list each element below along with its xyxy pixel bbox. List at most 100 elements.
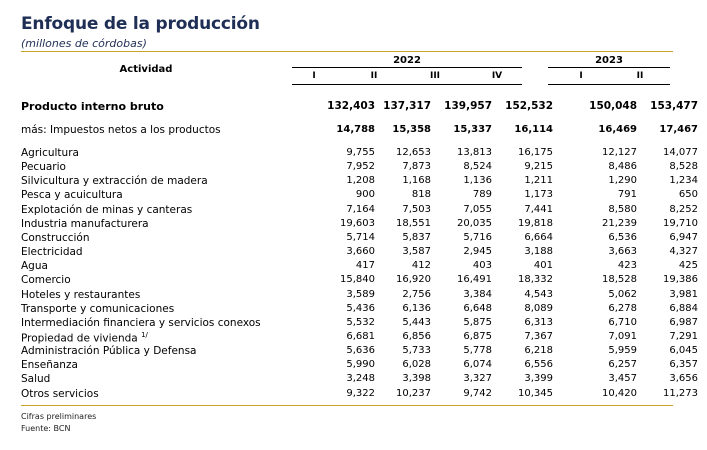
- table-cell: 6,947: [669, 231, 698, 243]
- table-cell: 3,457: [608, 373, 637, 385]
- table-cell: 403: [472, 260, 492, 272]
- header-year-2023-line: [548, 67, 670, 68]
- table-cell: 6,681: [346, 330, 375, 342]
- page-subtitle: (millones de córdobas): [21, 37, 147, 50]
- table-cell: 3,656: [669, 373, 698, 385]
- table-cell: 5,778: [463, 345, 492, 357]
- row-label-text: Otros servicios: [21, 387, 99, 400]
- table-cell: 4,327: [669, 246, 698, 258]
- table-row: Construcción 5,714 5,837 5,716 6,664 6,536 6,9…: [21, 231, 698, 246]
- table-cell: 153,477: [650, 100, 698, 112]
- table-row: Otros servicios 9,322 10,237 9,742 10,345 10,…: [21, 387, 698, 402]
- table-cell: 900: [355, 189, 375, 201]
- table-cell: 5,532: [346, 316, 375, 328]
- table-cell: 5,837: [402, 231, 431, 243]
- table-cell: 1,173: [524, 189, 553, 201]
- row-label: Administración Pública y Defensa: [21, 345, 197, 357]
- table-cell: 11,273: [663, 387, 698, 399]
- row-label: Propiedad de vivienda 1/: [21, 331, 148, 345]
- table-row: Electricidad 3,660 3,587 2,945 3,188 3,663 4,3…: [21, 246, 698, 260]
- table-cell: 17,467: [659, 124, 698, 135]
- table-row: Silvicultura y extracción de madera 1,208…: [21, 175, 698, 189]
- row-label: Construcción: [21, 232, 90, 244]
- header-quarter: I: [312, 71, 316, 81]
- row-label: Industria manufacturera: [21, 218, 149, 230]
- row-label-text: Explotación de minas y canteras: [21, 203, 193, 216]
- row-label-text: Administración Pública y Defensa: [21, 345, 197, 358]
- row-label-text: Enseñanza: [21, 359, 78, 372]
- table-cell: 5,959: [608, 345, 637, 357]
- table-cell: 6,278: [608, 302, 637, 314]
- table-cell: 7,091: [608, 330, 637, 342]
- table-cell: 6,357: [669, 359, 698, 371]
- table-row: Transporte y comunicaciones 5,436 6,136 6,6…: [21, 302, 698, 317]
- table-cell: 18,528: [602, 274, 637, 286]
- row-label: más: Impuestos netos a los productos: [21, 124, 221, 136]
- table-cell: 2,756: [402, 288, 431, 300]
- table-cell: 6,987: [669, 316, 698, 328]
- header-year-2023: 2023: [595, 55, 623, 66]
- table-row: Agua 417 412 403 401 423 425: [21, 260, 698, 274]
- table-row: Producto interno bruto 132,403 137,317 139,…: [21, 100, 698, 114]
- table-cell: 7,164: [346, 203, 375, 215]
- header-quarter: II: [370, 71, 378, 81]
- table-cell: 7,367: [524, 330, 553, 342]
- table-cell: 3,248: [346, 373, 375, 385]
- table-cell: 650: [678, 189, 698, 201]
- table-cell: 3,384: [463, 288, 492, 300]
- table-cell: 7,873: [402, 161, 431, 173]
- row-label: Transporte y comunicaciones: [21, 303, 174, 315]
- table-row: Administración Pública y Defensa 5,636 5,7…: [21, 345, 698, 359]
- table-cell: 1,290: [608, 175, 637, 187]
- table-row: Pesca y acuicultura 900 818 789 1,173 791 650: [21, 189, 698, 203]
- row-label-text: Transporte y comunicaciones: [21, 302, 175, 315]
- row-label: Comercio: [21, 274, 71, 286]
- table-cell: 412: [411, 260, 431, 272]
- table-cell: 6,884: [669, 302, 698, 314]
- table-row: Comercio 15,840 16,920 16,491 18,332 18,528 19…: [21, 274, 698, 288]
- table-row: Agricultura 9,755 12,653 13,813 16,175 12,127…: [21, 147, 698, 161]
- table-cell: 16,175: [518, 147, 553, 158]
- table-cell: 3,981: [669, 288, 698, 300]
- table-cell: 152,532: [505, 100, 553, 112]
- table-cell: 789: [472, 189, 492, 201]
- header-quarter: I: [579, 71, 583, 81]
- row-label: Salud: [21, 373, 50, 385]
- table-cell: 8,580: [608, 203, 637, 215]
- row-label-text: Hoteles y restaurantes: [21, 288, 141, 301]
- table-cell: 5,443: [402, 316, 431, 328]
- table-cell: 5,714: [346, 231, 375, 243]
- header-year-2022-line: [292, 67, 522, 68]
- footnote-marker: 1/: [141, 330, 148, 339]
- table-row: Intermediación financiera y servicios co…: [21, 316, 698, 331]
- table-row: Explotación de minas y canteras 7,164 7,50…: [21, 203, 698, 218]
- row-label-text: más: Impuestos netos a los productos: [21, 124, 221, 136]
- row-label: Silvicultura y extracción de madera: [21, 175, 208, 187]
- row-label: Agricultura: [21, 147, 79, 159]
- table-cell: 14,077: [663, 147, 698, 158]
- table-cell: 3,188: [524, 246, 553, 258]
- table-cell: 14,788: [336, 124, 375, 135]
- table-cell: 10,420: [602, 387, 637, 399]
- table-cell: 15,840: [340, 274, 375, 286]
- bottom-rule: [21, 405, 673, 406]
- table-cell: 1,168: [402, 175, 431, 187]
- table-cell: 5,875: [463, 316, 492, 328]
- header-quarter: II: [636, 71, 644, 81]
- table-row: Pecuario 7,952 7,873 8,524 9,215 8,486 8,528: [21, 161, 698, 175]
- row-label-text: Producto interno bruto: [21, 100, 164, 113]
- table-cell: 8,486: [608, 161, 637, 173]
- table-cell: 3,327: [463, 373, 492, 385]
- table-cell: 6,257: [608, 359, 637, 371]
- table-cell: 15,337: [453, 124, 492, 135]
- table-cell: 1,136: [463, 175, 492, 187]
- table-cell: 8,252: [669, 203, 698, 215]
- row-label: Intermediación financiera y servicios co…: [21, 317, 261, 329]
- table-cell: 6,218: [524, 345, 553, 357]
- table-cell: 6,856: [402, 330, 431, 342]
- table-cell: 15,358: [392, 124, 431, 135]
- table-row: más: Impuestos netos a los productos 14,7…: [21, 124, 698, 138]
- row-label-text: Electricidad: [21, 246, 83, 259]
- row-label-text: Propiedad de vivienda: [21, 332, 138, 345]
- table-cell: 5,990: [346, 359, 375, 371]
